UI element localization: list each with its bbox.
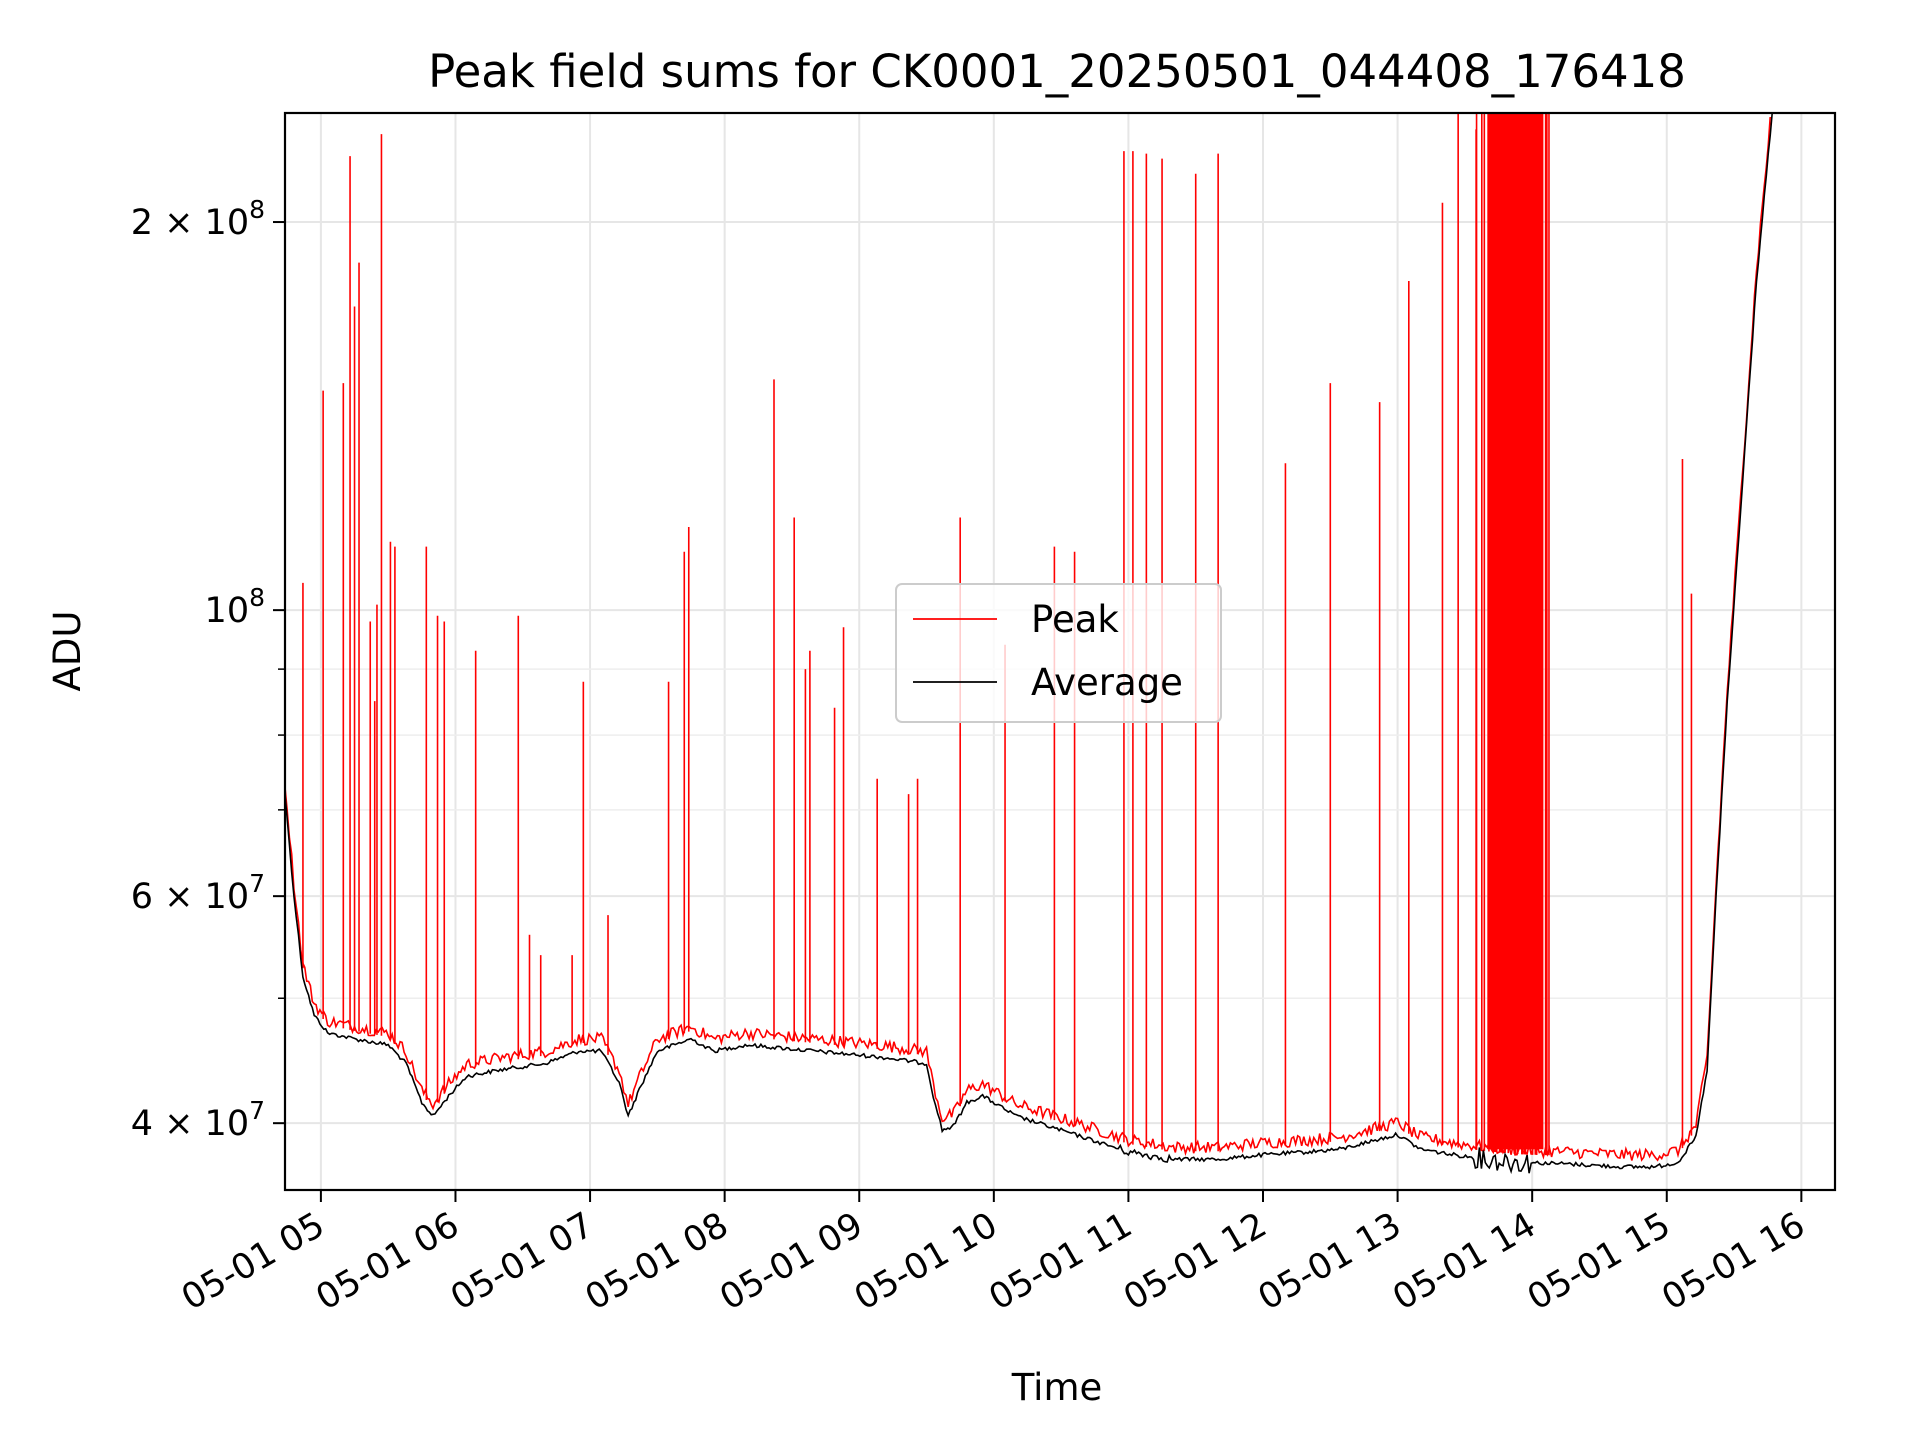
series-peak [284, 113, 1771, 1162]
y-tick-label: 2 × 108 [131, 195, 265, 243]
series-average [284, 112, 1773, 1175]
y-tick-label: 6 × 107 [131, 869, 265, 917]
y-axis-label: ADU [46, 611, 89, 692]
legend-peak-label: Peak [1031, 598, 1119, 641]
y-tick-label: 4 × 107 [131, 1096, 265, 1144]
legend-average-label: Average [1031, 661, 1183, 704]
legend: Peak Average [895, 583, 1222, 723]
plot-frame [283, 111, 1837, 1192]
chart-title: Peak field sums for CK0001_20250501_0444… [428, 45, 1686, 98]
y-axis-ticks: 4 × 107 6 × 107 108 2 × 108 [131, 195, 285, 1144]
x-axis-label: Time [1011, 1366, 1103, 1409]
y-tick-label: 108 [205, 583, 265, 631]
average-line [284, 112, 1773, 1175]
